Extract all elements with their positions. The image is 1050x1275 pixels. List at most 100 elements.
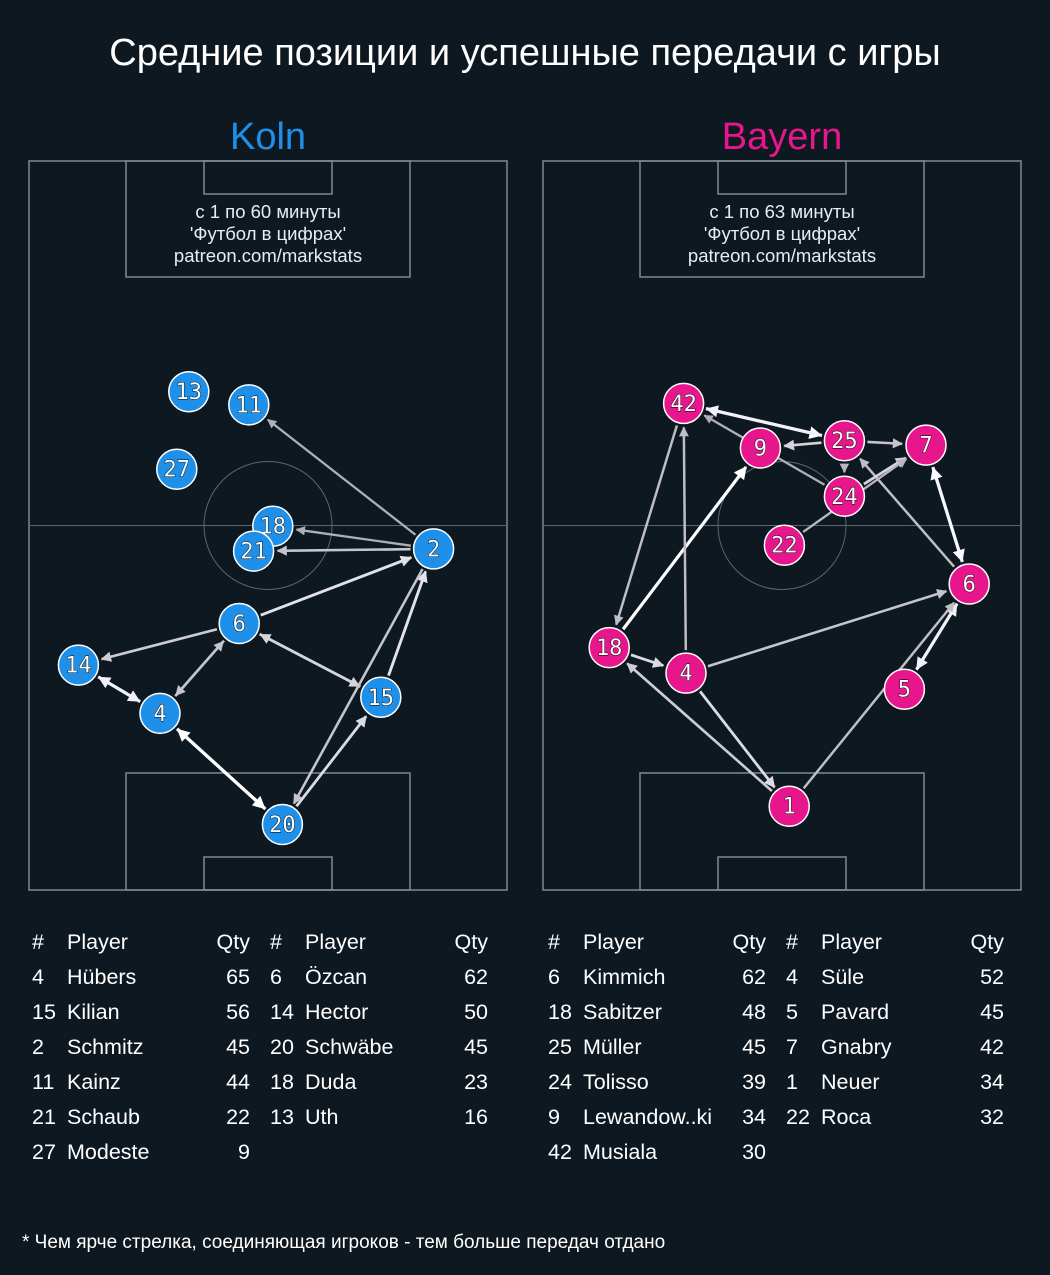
top-goal-area: [203, 160, 333, 195]
player-number-label: 5: [898, 678, 911, 703]
player-node-4: 4: [139, 692, 181, 735]
pass-arrow-2-to-18: [295, 526, 411, 547]
player-node-25: 25: [823, 419, 866, 462]
pass-arrow-6-to-25: [859, 457, 956, 568]
table-cell-player: Hector: [305, 1000, 369, 1024]
table-header-row: # Player Qty: [548, 930, 766, 965]
table-cell-player: Kainz: [67, 1070, 121, 1094]
player-circle: [588, 626, 630, 669]
table-cell-player: Pavard: [821, 1000, 890, 1024]
table-row: 7 Gnabry 42: [786, 1035, 1004, 1070]
table-row: 6 Kimmich 62: [548, 965, 766, 1000]
top-goal-area: [717, 160, 847, 195]
pass-arrows: [97, 418, 428, 811]
player-node-24: 24: [823, 475, 866, 518]
table-cell-qty: 62: [742, 965, 766, 989]
table-cell-player: Kilian: [67, 1000, 120, 1024]
table-cell-qty: 56: [226, 1000, 250, 1024]
table-cell-qty: 30: [742, 1140, 766, 1164]
pass-arrow-1-to-6: [802, 601, 956, 790]
player-circle: [665, 652, 707, 694]
player-circle: [228, 384, 270, 426]
table-cell-qty: 45: [980, 1000, 1004, 1024]
pitch-note-line: patreon.com/markstats: [688, 245, 876, 266]
table-row: 18 Sabitzer 48: [548, 1000, 766, 1035]
table-cell-qty: 48: [742, 1000, 766, 1024]
pass-arrow-15-to-2: [387, 570, 428, 677]
table-cell-qty: 44: [226, 1070, 250, 1094]
pitch-note-line: с 1 по 63 минуты: [709, 201, 854, 222]
table-cell-player: Özcan: [305, 965, 368, 989]
pass-arrow-15-to-6: [259, 633, 362, 688]
player-node-2: 2: [412, 528, 455, 570]
table-cell-player: Süle: [821, 965, 865, 989]
player-node-42: 42: [662, 382, 705, 425]
player-circle: [823, 475, 866, 518]
table-cell-num: 6: [548, 965, 560, 989]
table-row: 22 Roca 32: [786, 1105, 1004, 1140]
player-node-27: 27: [156, 448, 198, 490]
player-node-20: 20: [261, 803, 304, 846]
table-cell-player: Lewandow..ki: [583, 1105, 713, 1129]
player-node-6: 6: [218, 602, 260, 645]
player-circle: [662, 382, 705, 425]
table-cell-num: 21: [32, 1105, 56, 1129]
table-row: 25 Müller 45: [548, 1035, 766, 1070]
pass-arrow-6-to-14: [100, 627, 218, 662]
center-circle: [203, 461, 333, 590]
pass-arrow-4-to-42: [678, 426, 689, 651]
team-name-bayern: Bayern: [721, 116, 843, 158]
player-circle: [232, 530, 275, 572]
table-cell-qty: 52: [980, 965, 1004, 989]
player-number-label: 15: [368, 686, 395, 711]
player-circle: [261, 803, 304, 846]
pitch-note-line: patreon.com/markstats: [174, 245, 362, 266]
pass-arrow-6-to-5: [915, 602, 959, 670]
table-header-qty: Qty: [454, 930, 488, 954]
table-cell-num: 1: [786, 1070, 798, 1094]
player-circle: [168, 370, 210, 413]
player-circle: [763, 524, 806, 566]
table-header-player: Player: [67, 930, 128, 954]
table-cell-num: 9: [548, 1105, 560, 1129]
player-number-label: 18: [596, 636, 623, 661]
player-number-label: 14: [65, 654, 92, 679]
pass-arrow-1-to-18: [626, 662, 773, 792]
table-row: 18 Duda 23: [270, 1070, 488, 1105]
player-circle: [360, 676, 402, 719]
table-row: 27 Modeste 9: [32, 1140, 250, 1175]
table-cell-num: 5: [786, 1000, 798, 1024]
table-row: 1 Neuer 34: [786, 1070, 1004, 1105]
table-cell-num: 20: [270, 1035, 294, 1059]
player-circle: [768, 785, 810, 827]
pass-arrow-4-to-6: [707, 589, 948, 668]
player-number-label: 22: [771, 534, 798, 559]
table-header-num: #: [32, 930, 44, 954]
pass-arrow-25-to-42: [705, 405, 823, 437]
pass-arrow-6-to-2: [260, 555, 413, 617]
table-cell-num: 11: [32, 1070, 55, 1094]
table-cell-num: 15: [32, 1000, 56, 1024]
table-cell-player: Neuer: [821, 1070, 880, 1094]
table-row: 20 Schwäbe 45: [270, 1035, 488, 1070]
table-header-qty: Qty: [970, 930, 1004, 954]
player-table-bayern-right: # Player Qty 4 Süle 52 5 Pavard 45 7 Gnabry 42 1 Neue…: [786, 930, 1004, 1140]
player-number-label: 2: [427, 537, 440, 562]
table-header-num: #: [786, 930, 798, 954]
table-cell-player: Sabitzer: [583, 1000, 662, 1024]
player-table-koln-right: # Player Qty 6 Özcan 62 14 Hector 50 20 Schwäbe 45 1…: [270, 930, 488, 1140]
chart-title: Средние позиции и успешные передачи с иг…: [109, 32, 941, 74]
table-cell-qty: 65: [226, 965, 250, 989]
table-cell-player: Musiala: [583, 1140, 658, 1164]
table-cell-num: 24: [548, 1070, 572, 1094]
player-table-koln-left: # Player Qty 4 Hübers 65 15 Kilian 56 2 Schmitz 45 1…: [32, 930, 250, 1175]
pass-arrow-4-to-14: [98, 676, 141, 703]
player-number-label: 20: [269, 813, 296, 838]
player-node-1: 1: [768, 785, 810, 827]
player-node-14: 14: [57, 644, 100, 686]
pass-arrow-25-to-9: [783, 439, 822, 451]
player-number-label: 25: [831, 429, 858, 454]
pass-arrow-7-to-6: [931, 466, 965, 563]
table-row: 4 Süle 52: [786, 965, 1004, 1000]
